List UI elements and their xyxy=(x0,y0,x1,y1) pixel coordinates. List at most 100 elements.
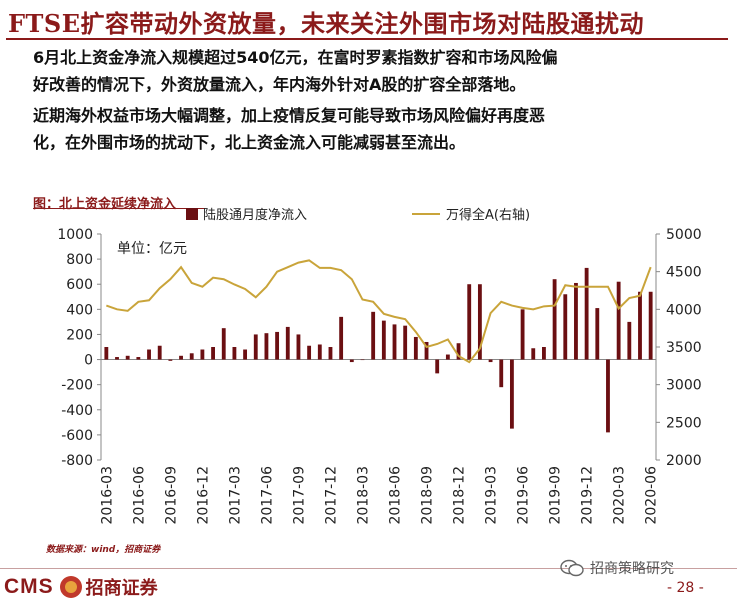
footer-divider xyxy=(0,568,737,569)
left-tick-label: -800 xyxy=(61,453,93,469)
x-tick-label: 2020-06 xyxy=(644,466,660,525)
x-tick-label: 2018-09 xyxy=(420,466,436,525)
bar-2020-02 xyxy=(606,359,610,433)
bar-2016-03 xyxy=(104,347,109,360)
bar-2019-03 xyxy=(488,359,493,363)
bar-2017-02 xyxy=(221,328,226,360)
left-tick-label: 200 xyxy=(66,327,93,343)
bar-2019-11 xyxy=(574,282,578,360)
bar-2017-09 xyxy=(296,334,301,360)
x-tick-label: 2019-09 xyxy=(548,466,564,525)
bar-2019-09 xyxy=(552,279,557,360)
bar-2017-03 xyxy=(232,347,237,360)
right-tick-label: 3500 xyxy=(666,340,702,356)
bar-2019-08 xyxy=(542,347,546,360)
logo-text: CMS xyxy=(4,575,54,598)
paragraph-1: 6月北上资金净流入规模超过540亿元，在富时罗素指数扩容和市场风险偏 好改善的情… xyxy=(33,44,558,98)
bar-2018-12 xyxy=(456,343,461,360)
bar-2016-09 xyxy=(168,359,173,361)
bar-2016-06 xyxy=(136,357,141,360)
bar-2017-08 xyxy=(285,326,290,360)
bar-2017-07 xyxy=(275,331,280,360)
bar-2017-05 xyxy=(253,334,258,360)
bar-2016-12 xyxy=(200,349,205,360)
bar-2018-11 xyxy=(445,354,450,360)
x-tick-label: 2019-06 xyxy=(516,466,532,525)
left-tick-label: 400 xyxy=(66,302,93,318)
bar-2017-12 xyxy=(328,347,333,360)
bar-2017-04 xyxy=(243,349,248,360)
bar-2018-06 xyxy=(392,324,397,360)
x-tick-label: 2017-06 xyxy=(259,466,275,525)
line-series-wind-a xyxy=(106,259,652,364)
x-tick-label: 2016-06 xyxy=(131,466,147,525)
bar-2020-04 xyxy=(627,321,632,360)
data-source: 数据来源：wind，招商证券 xyxy=(46,545,161,555)
bar-2016-05 xyxy=(125,355,130,360)
page-number: - 28 - xyxy=(667,580,704,596)
x-tick-label: 2016-03 xyxy=(99,466,115,525)
x-tick-label: 2018-12 xyxy=(452,466,468,524)
left-tick-label: 0 xyxy=(84,353,93,369)
x-tick-label: 2017-09 xyxy=(291,466,307,525)
bar-2019-05 xyxy=(509,359,514,429)
bar-2018-01 xyxy=(339,316,344,360)
bar-2016-11 xyxy=(189,353,194,360)
paragraph-1-line-2: 好改善的情况下，外资放量流入，年内海外针对A股的扩容全部落地。 xyxy=(33,75,526,94)
bar-2020-03 xyxy=(616,281,621,360)
left-tick-label: 800 xyxy=(66,252,93,268)
right-tick-label: 2500 xyxy=(666,415,702,431)
x-tick-label: 2019-12 xyxy=(580,466,596,525)
right-tick-label: 3000 xyxy=(666,378,702,394)
legend-line-label: 万得全A(右轴) xyxy=(446,207,530,223)
x-tick-label: 2020-03 xyxy=(612,466,628,525)
left-tick-label: 1000 xyxy=(57,227,93,243)
brand-logo: CMS 招商证券 xyxy=(4,574,158,600)
left-tick-label: -200 xyxy=(61,378,93,394)
bar-2019-01 xyxy=(467,284,472,360)
right-tick-label: 2000 xyxy=(666,453,702,469)
left-tick-label: 600 xyxy=(66,277,93,293)
bar-2019-07 xyxy=(531,348,536,360)
right-tick-label: 5000 xyxy=(666,227,702,243)
x-tick-label: 2016-09 xyxy=(163,466,179,525)
unit-label: 单位：亿元 xyxy=(117,241,187,257)
wechat-account: 招商策略研究 xyxy=(560,558,674,578)
x-tick-label: 2017-12 xyxy=(323,466,339,525)
bar-2020-06 xyxy=(648,291,653,360)
bar-2019-06 xyxy=(520,309,525,360)
right-tick-label: 4000 xyxy=(666,302,702,318)
bar-2018-03 xyxy=(360,359,365,361)
x-tick-label: 2019-03 xyxy=(484,466,500,525)
bar-2016-08 xyxy=(157,345,162,360)
wechat-icon xyxy=(560,559,584,577)
bar-2019-02 xyxy=(477,284,482,360)
slide-title: FTSE扩容带动外资放量，未来关注外围市场对陆股通扰动 xyxy=(8,9,645,38)
chart: 10008006004002000-200-400-600-8005000450… xyxy=(57,207,702,525)
bar-2017-06 xyxy=(264,333,269,360)
bar-2020-01 xyxy=(595,308,600,360)
right-tick-label: 4500 xyxy=(666,265,702,281)
left-tick-label: -400 xyxy=(61,403,93,419)
left-tick-label: -600 xyxy=(61,428,93,444)
bar-2018-07 xyxy=(403,325,408,360)
paragraph-1-line-1: 6月北上资金净流入规模超过540亿元，在富时罗素指数扩容和市场风险偏 xyxy=(33,48,558,67)
bar-2018-09 xyxy=(424,341,429,360)
bar-2018-02 xyxy=(349,359,354,363)
paragraph-2-line-2: 化，在外围市场的扰动下，北上资金流入可能减弱甚至流出。 xyxy=(33,133,466,152)
x-tick-label: 2018-03 xyxy=(355,466,371,525)
chart-title-underline xyxy=(33,208,205,209)
bar-2018-05 xyxy=(381,320,386,360)
logo-mark-icon xyxy=(59,576,82,598)
bar-2019-10 xyxy=(563,294,568,360)
paragraph-2: 近期海外权益市场大幅调整，加上疫情反复可能导致市场风险偏好再度恶 化，在外围市场… xyxy=(33,102,545,156)
bar-2016-04 xyxy=(115,357,119,360)
wechat-label: 招商策略研究 xyxy=(590,561,674,577)
legend-bar-swatch xyxy=(186,208,198,220)
bar-2018-08 xyxy=(413,336,418,360)
bar-2019-04 xyxy=(499,359,504,388)
legend-bar-label: 陆股通月度净流入 xyxy=(203,207,307,223)
logo-cn-text: 招商证券 xyxy=(85,578,158,599)
bar-2017-10 xyxy=(307,345,312,360)
bar-2017-01 xyxy=(211,347,215,360)
